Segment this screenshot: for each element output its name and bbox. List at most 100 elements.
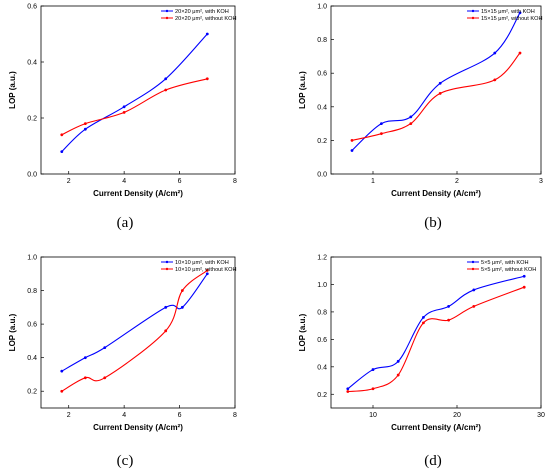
data-point bbox=[205, 269, 209, 272]
y-tick-label: 0.8 bbox=[27, 288, 37, 295]
data-point bbox=[409, 115, 413, 119]
series-line bbox=[61, 273, 208, 372]
legend-marker bbox=[165, 260, 169, 264]
data-point bbox=[409, 122, 413, 125]
x-tick-label: 3 bbox=[539, 178, 543, 185]
y-tick-label: 1.0 bbox=[317, 4, 327, 11]
y-tick-label: 0.6 bbox=[27, 322, 37, 329]
legend-marker bbox=[165, 16, 169, 20]
y-tick-label: 0.2 bbox=[317, 138, 327, 145]
data-point bbox=[396, 359, 400, 363]
y-tick-label: 0.4 bbox=[27, 355, 37, 362]
y-tick-label: 0.4 bbox=[27, 60, 37, 67]
y-tick-label: 1.2 bbox=[317, 255, 327, 262]
legend-marker bbox=[471, 260, 475, 264]
y-tick-label: 0.6 bbox=[317, 71, 327, 78]
legend-marker bbox=[471, 16, 475, 20]
data-point bbox=[396, 373, 400, 377]
x-tick-label: 2 bbox=[67, 178, 71, 185]
data-point bbox=[122, 111, 126, 114]
chart-panel-3: 2 4 6 8 0.2 0.4 0.6 0.8 1.0 Current Density (A/cm… bbox=[8, 255, 237, 470]
data-point bbox=[180, 289, 184, 292]
x-tick-label: 20 bbox=[453, 412, 461, 419]
y-tick-label: 0.0 bbox=[317, 172, 327, 179]
legend-entry: 10×10 μm², without KOH bbox=[175, 267, 237, 273]
data-point bbox=[493, 78, 497, 82]
data-point bbox=[422, 321, 425, 325]
plot-frame bbox=[40, 5, 236, 175]
x-axis-label: Current Density (A/cm²) bbox=[93, 423, 183, 432]
panel-label: (d) bbox=[424, 453, 442, 469]
y-tick-label: 0.6 bbox=[317, 337, 327, 344]
data-point bbox=[380, 132, 383, 136]
data-point bbox=[493, 51, 497, 55]
chart-panel-4: 10 20 30 0.2 0.4 0.6 0.8 1.0 1.2 Current Density … bbox=[298, 255, 545, 470]
x-axis-label: Current Density (A/cm²) bbox=[391, 189, 481, 198]
y-axis-label: LOP (a.u.) bbox=[8, 71, 17, 109]
x-tick-label: 1 bbox=[371, 178, 375, 185]
x-tick-label: 6 bbox=[178, 412, 182, 419]
data-point bbox=[60, 133, 64, 137]
legend-marker bbox=[165, 267, 169, 271]
x-axis-label: Current Density (A/cm²) bbox=[391, 423, 481, 432]
y-tick-label: 0.8 bbox=[317, 309, 327, 316]
y-axis-label: LOP (a.u.) bbox=[298, 71, 307, 109]
data-point bbox=[83, 127, 87, 131]
data-point bbox=[205, 272, 209, 276]
data-point bbox=[380, 122, 383, 125]
y-tick-label: 1.0 bbox=[317, 282, 327, 289]
data-point bbox=[103, 346, 107, 349]
data-point bbox=[371, 387, 375, 391]
series-line bbox=[61, 78, 208, 136]
x-tick-label: 2 bbox=[67, 412, 71, 419]
data-point bbox=[60, 150, 64, 154]
legend-entry: 15×15 μm², without KOH bbox=[481, 16, 543, 22]
x-tick-label: 30 bbox=[537, 412, 545, 419]
y-tick-label: 0.4 bbox=[317, 364, 327, 371]
plot-frame bbox=[330, 256, 542, 409]
data-point bbox=[472, 305, 476, 308]
series-line bbox=[347, 286, 525, 393]
legend-marker bbox=[165, 9, 169, 13]
data-point bbox=[447, 305, 450, 308]
data-point bbox=[164, 305, 168, 309]
data-point bbox=[83, 122, 87, 125]
x-tick-label: 8 bbox=[233, 412, 237, 419]
y-tick-label: 0.6 bbox=[27, 4, 37, 11]
data-point bbox=[164, 88, 168, 92]
plot-frame bbox=[330, 5, 542, 175]
chart-panel-2: 1 2 3 0.0 0.2 0.4 0.6 0.8 1.0 Current Density (A/… bbox=[298, 4, 543, 232]
data-point bbox=[522, 274, 526, 278]
y-tick-label: 0.2 bbox=[27, 116, 37, 123]
data-point bbox=[60, 389, 64, 393]
x-tick-label: 4 bbox=[122, 178, 126, 185]
legend-marker bbox=[471, 9, 475, 13]
y-tick-label: 0.4 bbox=[317, 104, 327, 111]
x-tick-label: 6 bbox=[178, 178, 182, 185]
data-point bbox=[180, 305, 184, 309]
series-line bbox=[347, 275, 525, 390]
data-point bbox=[518, 11, 522, 15]
data-point bbox=[422, 316, 425, 319]
data-point bbox=[350, 149, 354, 152]
data-point bbox=[346, 387, 350, 391]
data-point bbox=[518, 51, 522, 55]
data-point bbox=[60, 369, 64, 373]
data-point bbox=[205, 77, 209, 81]
x-tick-label: 4 bbox=[122, 412, 126, 419]
y-axis-label: LOP (a.u.) bbox=[298, 313, 307, 351]
data-point bbox=[438, 91, 442, 95]
legend-entry: 5×5 μm², without KOH bbox=[481, 267, 536, 273]
legend-entry: 10×10 μm², with KOH bbox=[175, 260, 229, 266]
data-point bbox=[346, 390, 350, 393]
data-point bbox=[83, 356, 87, 360]
data-point bbox=[350, 139, 354, 142]
x-axis-label: Current Density (A/cm²) bbox=[93, 189, 183, 198]
data-point bbox=[522, 285, 526, 289]
x-tick-label: 2 bbox=[455, 178, 459, 185]
plot-frame bbox=[40, 256, 236, 409]
legend-entry: 20×20 μm², without KOH bbox=[175, 16, 237, 22]
legend-entry: 5×5 μm², with KOH bbox=[481, 260, 529, 266]
data-point bbox=[371, 368, 375, 371]
